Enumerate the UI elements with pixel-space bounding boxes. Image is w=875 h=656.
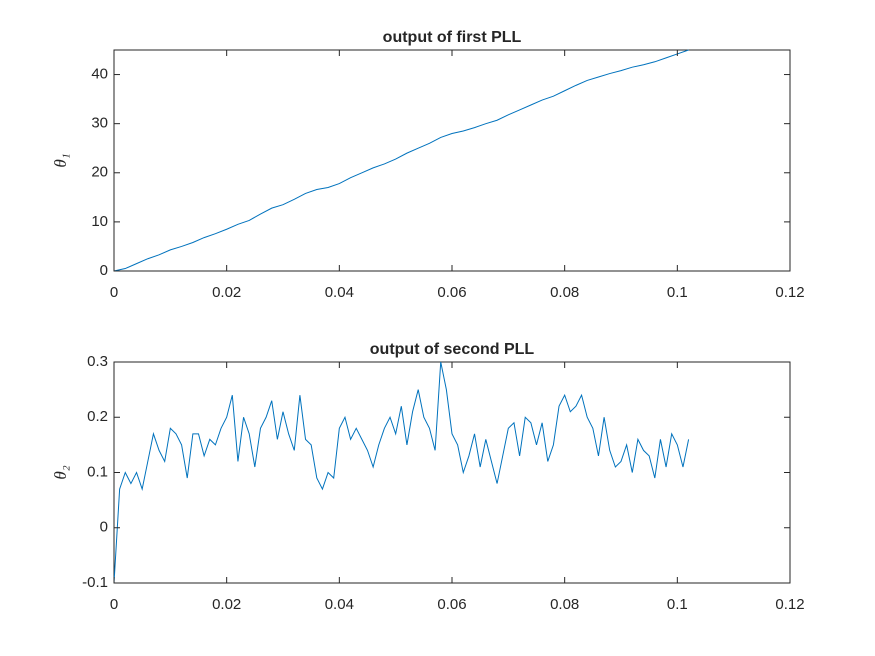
y-axis-label: θ₁ (51, 153, 70, 167)
x-tick-label: 0.08 (550, 596, 579, 613)
x-tick-label: 0.1 (667, 284, 688, 301)
y-tick-label: 30 (91, 115, 108, 132)
chart-title: output of first PLL (383, 29, 522, 46)
x-tick-label: 0.06 (437, 596, 466, 613)
data-line (113, 49, 689, 272)
y-tick-label: 10 (91, 213, 108, 230)
x-tick-label: 0 (110, 596, 118, 613)
y-tick-label: 0 (100, 262, 108, 279)
y-tick-label: 0.1 (87, 463, 108, 480)
y-tick-label: 20 (91, 164, 108, 181)
y-tick-label: 0.2 (87, 408, 108, 425)
x-tick-label: 0.12 (775, 596, 804, 613)
y-tick-label: 40 (91, 66, 108, 83)
x-tick-label: 0.04 (325, 284, 354, 301)
x-tick-label: 0.04 (325, 596, 354, 613)
y-axis-label: θ₂ (51, 465, 70, 479)
axes-box (113, 361, 791, 584)
y-tick-label: 0.3 (87, 353, 108, 370)
x-tick-label: 0.1 (667, 596, 688, 613)
x-tick-label: 0.06 (437, 284, 466, 301)
x-tick-label: 0.02 (212, 284, 241, 301)
x-tick-label: 0.12 (775, 284, 804, 301)
x-tick-label: 0.02 (212, 596, 241, 613)
x-tick-label: 0.08 (550, 284, 579, 301)
data-line (113, 361, 690, 584)
y-tick-label: -0.1 (82, 574, 108, 591)
axes-box (113, 49, 791, 272)
y-tick-label: 0 (100, 519, 108, 536)
x-tick-label: 0 (110, 284, 118, 301)
chart-title: output of second PLL (370, 341, 535, 358)
